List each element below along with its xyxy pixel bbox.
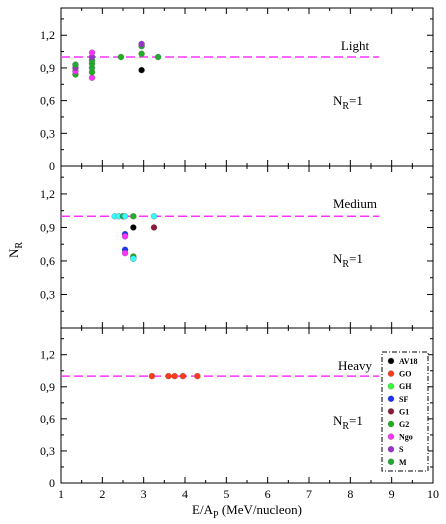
y-axis-title: NR	[6, 242, 25, 258]
chart-panels: 0 0,3 0,6 0,9 1,2 Light NR=1 0,3 0,6 0,9 1,2 Medium…	[40, 7, 434, 490]
panel-frame	[60, 165, 434, 329]
panel-light: 0 0,3 0,6 0,9 1,2 Light NR=1	[40, 7, 434, 173]
y-tick-label: 0,6	[40, 254, 55, 268]
legend-label-sf: SF	[399, 395, 408, 404]
panel-frame	[60, 327, 434, 484]
data-point-go	[165, 372, 172, 380]
data-point-g1	[150, 224, 158, 231]
data-point-m	[72, 61, 79, 68]
legend-label-s: S	[399, 445, 404, 454]
x-tick-label: 1	[58, 487, 64, 501]
x-tick-label: 4	[182, 487, 188, 501]
x-tick-label: 9	[389, 487, 395, 501]
legend-marker-g2	[387, 420, 395, 428]
data-point-gh	[130, 255, 137, 262]
data-point-m	[154, 53, 162, 61]
data-point-ngo	[121, 233, 129, 240]
panel-label: Medium	[333, 196, 377, 211]
panel-heavy: 0 0,3 0,6 0,9 1,2 Heavy NR=1 AV18 GO GH SF G1 G2 Ngo S…	[40, 327, 434, 490]
y-tick-label: 1,2	[40, 28, 55, 42]
data-point-ngo	[88, 49, 96, 56]
y-tick-label: 1,2	[40, 187, 55, 201]
legend-label-go: GO	[399, 370, 411, 379]
legend-marker-go	[387, 370, 395, 377]
panel-medium: 0,3 0,6 0,9 1,2 Medium NR=1	[40, 165, 434, 329]
y-tick-label: 0,9	[40, 61, 55, 75]
data-point-go	[148, 372, 156, 380]
x-tick-label: 7	[306, 487, 312, 501]
data-point-ngo	[88, 74, 96, 81]
data-point-g2	[117, 53, 125, 61]
y-tick-label: 0,3	[40, 287, 55, 301]
data-point-g2	[138, 50, 145, 57]
y-tick-label: 0,3	[40, 444, 55, 458]
y-tick-label: 0,9	[40, 380, 55, 394]
legend-marker-m	[387, 458, 395, 465]
y-tick-label: 0,9	[40, 220, 55, 234]
panel-frame	[60, 7, 434, 167]
data-point-go	[171, 372, 178, 380]
x-tick-label: 10	[427, 487, 439, 501]
y-tick-label: 0	[49, 159, 55, 173]
legend-marker-gh	[387, 383, 395, 390]
data-point-s	[138, 40, 145, 48]
x-tick-label: 5	[223, 487, 229, 501]
panel-annotation: NR=1	[333, 413, 363, 432]
data-point-gh	[121, 213, 129, 220]
legend-marker-g1	[387, 408, 395, 415]
y-tick-label: 0,6	[40, 94, 55, 108]
data-point-go	[179, 372, 187, 380]
legend-label-g2: G2	[399, 420, 409, 429]
legend-marker-av18	[387, 357, 395, 365]
x-axis: 1 2 3 4 5 6 7 8 9 10 E/AP (MeV/nucleon)	[58, 487, 439, 521]
legend: AV18 GO GH SF G1 G2 Ngo SM	[381, 351, 429, 472]
legend-label-ngo: Ngo	[399, 433, 413, 442]
data-point-av18	[138, 66, 145, 74]
data-point-ngo	[121, 249, 129, 257]
data-point-av18	[130, 224, 137, 231]
y-tick-label: 0,6	[40, 412, 55, 426]
x-tick-label: 6	[265, 487, 271, 501]
legend-label-m: M	[399, 458, 407, 467]
legend-marker-s	[387, 446, 395, 453]
legend-label-gh: GH	[399, 382, 412, 391]
panel-label: Light	[341, 38, 370, 53]
y-tick-label: 1,2	[40, 348, 55, 362]
data-point-gh	[150, 213, 158, 220]
y-tick-label: 0	[49, 476, 55, 490]
data-point-go	[194, 372, 201, 380]
y-tick-label: 0,3	[40, 126, 55, 140]
panel-label: Heavy	[338, 358, 372, 373]
data-point-g2	[130, 213, 137, 220]
panel-annotation: NR=1	[333, 93, 363, 112]
x-tick-label: 2	[99, 487, 105, 501]
legend-label-av18: AV18	[399, 357, 418, 366]
legend-marker-ngo	[387, 433, 395, 440]
legend-marker-sf	[387, 395, 395, 402]
x-tick-label: 8	[347, 487, 353, 501]
legend-label-g1: G1	[399, 407, 409, 416]
x-axis-title: E/AP (MeV/nucleon)	[192, 502, 302, 521]
panel-annotation: NR=1	[333, 251, 363, 270]
x-tick-label: 3	[141, 487, 147, 501]
